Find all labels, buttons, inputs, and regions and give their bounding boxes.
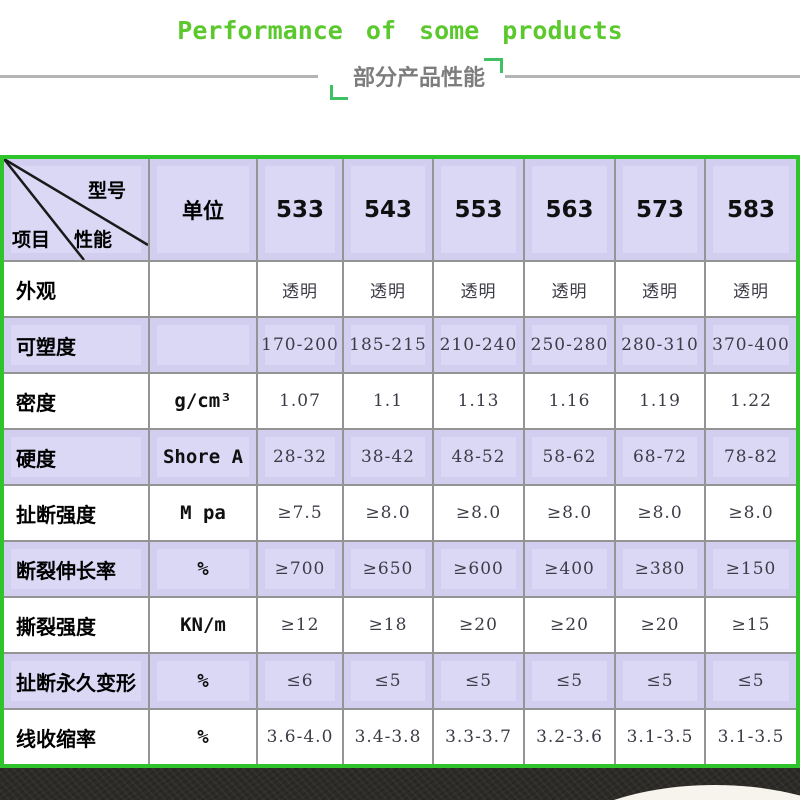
value-cell: 透明 [434, 262, 523, 316]
value-cell: 透明 [616, 262, 704, 316]
unit-cell: % [150, 542, 256, 596]
value-cell: 透明 [525, 262, 614, 316]
value-cell: 透明 [344, 262, 432, 316]
row-label: 硬度 [4, 430, 148, 484]
value-cell: ≤5 [344, 654, 432, 708]
row-label: 扯断永久变形 [4, 654, 148, 708]
value-cell: 3.1-3.5 [706, 710, 796, 764]
value-cell: ≥12 [258, 598, 342, 652]
value-cell: 68-72 [616, 430, 704, 484]
value-cell: 3.1-3.5 [616, 710, 704, 764]
model-header-563: 563 [525, 159, 614, 260]
value-cell: 58-62 [525, 430, 614, 484]
value-cell: ≤5 [434, 654, 523, 708]
value-cell: ≥15 [706, 598, 796, 652]
row-label: 撕裂强度 [4, 598, 148, 652]
value-cell: 210-240 [434, 318, 523, 372]
value-cell: 1.1 [344, 374, 432, 428]
value-cell: 170-200 [258, 318, 342, 372]
value-cell: 280-310 [616, 318, 704, 372]
value-cell: 1.19 [616, 374, 704, 428]
unit-cell: Shore A [150, 430, 256, 484]
value-cell: ≥8.0 [434, 486, 523, 540]
value-cell: 1.22 [706, 374, 796, 428]
row-label: 可塑度 [4, 318, 148, 372]
value-cell: ≥700 [258, 542, 342, 596]
value-cell: ≥600 [434, 542, 523, 596]
value-cell: ≥8.0 [706, 486, 796, 540]
row-label: 线收缩率 [4, 710, 148, 764]
value-cell: 28-32 [258, 430, 342, 484]
value-cell: 78-82 [706, 430, 796, 484]
row-label: 断裂伸长率 [4, 542, 148, 596]
value-cell: ≥20 [616, 598, 704, 652]
divider-line-right [505, 75, 800, 78]
unit-cell [150, 318, 256, 372]
value-cell: 透明 [706, 262, 796, 316]
value-cell: ≥8.0 [616, 486, 704, 540]
value-cell: 透明 [258, 262, 342, 316]
value-cell: ≥150 [706, 542, 796, 596]
value-cell: ≥400 [525, 542, 614, 596]
corner-bracket-top-right-icon [484, 58, 503, 73]
unit-cell: KN/m [150, 598, 256, 652]
value-cell: ≥20 [434, 598, 523, 652]
value-cell: ≥20 [525, 598, 614, 652]
value-cell: ≥18 [344, 598, 432, 652]
dark-floor-background [0, 768, 800, 800]
value-cell: 48-52 [434, 430, 523, 484]
row-label: 扯断强度 [4, 486, 148, 540]
value-cell: ≥650 [344, 542, 432, 596]
model-header-583: 583 [706, 159, 796, 260]
unit-cell: g/cm³ [150, 374, 256, 428]
value-cell: 1.07 [258, 374, 342, 428]
unit-cell [150, 262, 256, 316]
table-corner-cell: 型号 项目 性能 [4, 159, 148, 260]
value-cell: ≤5 [616, 654, 704, 708]
value-cell: ≥380 [616, 542, 704, 596]
corner-bracket-bottom-left-icon [330, 85, 348, 100]
value-cell: 1.16 [525, 374, 614, 428]
model-header-553: 553 [434, 159, 523, 260]
subtitle-row: 部分产品性能 [0, 58, 800, 102]
value-cell: ≤5 [525, 654, 614, 708]
corner-label-item: 项目 [12, 229, 51, 251]
value-cell: ≤5 [706, 654, 796, 708]
divider-line-left [0, 75, 318, 78]
unit-cell: % [150, 654, 256, 708]
value-cell: ≥7.5 [258, 486, 342, 540]
value-cell: 185-215 [344, 318, 432, 372]
unit-cell: M pa [150, 486, 256, 540]
value-cell: 3.2-3.6 [525, 710, 614, 764]
value-cell: ≥8.0 [344, 486, 432, 540]
unit-cell: % [150, 710, 256, 764]
white-round-object [542, 785, 800, 800]
row-label: 密度 [4, 374, 148, 428]
value-cell: ≥8.0 [525, 486, 614, 540]
value-cell: ≤6 [258, 654, 342, 708]
product-performance-table: 型号 项目 性能 单位 533 543 553 563 573 583 外观 透明 透明 透明 透明透… [0, 155, 800, 768]
page-title-chinese: 部分产品性能 [352, 66, 485, 91]
value-cell: 3.6-4.0 [258, 710, 342, 764]
page-title-english: Performance of some products [177, 16, 623, 45]
diagonal-divider-lines [4, 159, 148, 260]
value-cell: 250-280 [525, 318, 614, 372]
value-cell: 38-42 [344, 430, 432, 484]
value-cell: 1.13 [434, 374, 523, 428]
value-cell: 370-400 [706, 318, 796, 372]
model-header-533: 533 [258, 159, 342, 260]
corner-label-model: 型号 [88, 180, 127, 202]
value-cell: 3.3-3.7 [434, 710, 523, 764]
row-label: 外观 [4, 262, 148, 316]
corner-label-performance: 性能 [74, 229, 113, 251]
value-cell: 3.4-3.8 [344, 710, 432, 764]
model-header-543: 543 [344, 159, 432, 260]
unit-column-header: 单位 [150, 159, 256, 260]
model-header-573: 573 [616, 159, 704, 260]
